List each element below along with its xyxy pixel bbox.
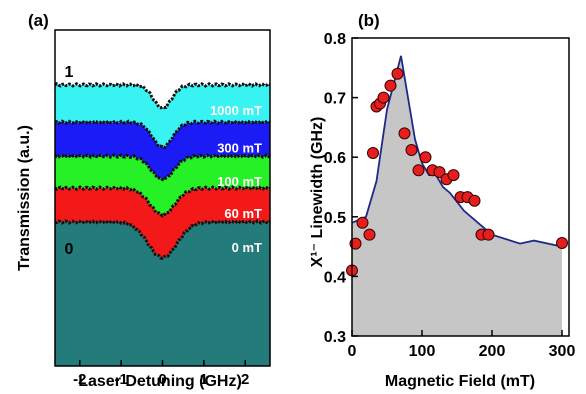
b-ytick-label: 0.6	[324, 150, 346, 167]
data-point	[412, 164, 425, 177]
data-point	[356, 216, 369, 229]
data-point	[405, 144, 418, 157]
a-xtick-label: -2	[73, 371, 86, 388]
data-point	[377, 91, 390, 104]
a-xtick-label: 0	[158, 371, 166, 388]
panel-a-label: (a)	[28, 11, 49, 30]
a-xtick-label: 2	[241, 371, 249, 388]
band-0-mt	[55, 220, 270, 366]
data-point	[556, 237, 568, 250]
data-point	[363, 228, 376, 241]
data-point	[391, 67, 404, 80]
band-edge	[54, 185, 271, 218]
a-ytick-0: 0	[65, 241, 74, 258]
band-edge	[54, 119, 271, 150]
data-point	[468, 194, 481, 207]
data-point	[433, 166, 446, 179]
band-edge	[54, 81, 271, 110]
series-label: 100 mT	[217, 174, 262, 189]
b-ylabel: X¹⁻ Linewidth (GHz)	[309, 117, 326, 268]
b-ytick-label: 0.4	[324, 269, 346, 286]
b-ytick-label: 0.3	[324, 329, 346, 346]
b-xtick-label: 100	[409, 343, 436, 360]
data-point	[384, 79, 397, 92]
band-edge	[54, 219, 271, 260]
band-edge	[54, 153, 271, 182]
b-xtick-label: 200	[479, 343, 506, 360]
b-xtick-label: 0	[348, 343, 357, 360]
a-ylabel: Transmission (a.u.)	[16, 125, 33, 271]
panel-b-label: (b)	[358, 11, 380, 30]
data-point	[398, 127, 411, 140]
data-point	[367, 147, 379, 160]
series-label: 0 mT	[232, 240, 262, 255]
a-ytick-1: 1	[65, 64, 74, 81]
series-label: 1000 mT	[210, 103, 262, 118]
b-xlabel: Magnetic Field (mT)	[385, 373, 535, 390]
fit-area	[352, 55, 562, 337]
a-xlabel: Laser Detuning (GHz)	[78, 373, 242, 390]
series-label: 300 mT	[217, 140, 262, 155]
a-xtick-label: -1	[114, 371, 127, 388]
panel-a: (a) 1000 mT 300 mT 100 mT 60 mT 0 mT -2 -1 0 1 2…	[16, 11, 271, 390]
data-point	[419, 151, 432, 164]
b-xtick-label: 300	[549, 343, 576, 360]
panel-b: (b) 0 100 200 300 0.3 0.4 0.5 0.6 0.7 0.8 Magnet…	[309, 11, 575, 390]
b-ytick-label: 0.5	[324, 210, 346, 227]
data-point	[482, 228, 495, 241]
b-ytick-label: 0.8	[324, 31, 346, 48]
series-label: 60 mT	[224, 206, 262, 221]
panel-b-frame	[351, 37, 570, 337]
a-xtick-label: 1	[200, 371, 208, 388]
data-point	[447, 169, 460, 182]
b-ytick-label: 0.7	[324, 91, 346, 108]
